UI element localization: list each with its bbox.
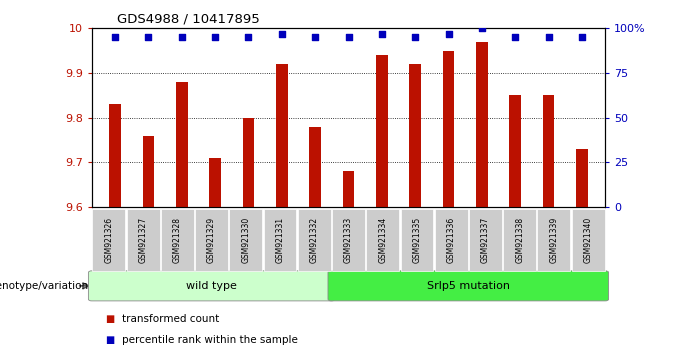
Point [343, 34, 354, 40]
Point [410, 34, 421, 40]
Point [577, 34, 588, 40]
Bar [409, 64, 421, 207]
Point [443, 31, 454, 36]
Point [243, 34, 254, 40]
Text: GSM921329: GSM921329 [207, 217, 216, 263]
Text: GSM921327: GSM921327 [139, 217, 148, 263]
Text: percentile rank within the sample: percentile rank within the sample [122, 335, 299, 345]
Bar [109, 104, 121, 207]
Point [209, 34, 220, 40]
Text: GSM921334: GSM921334 [378, 217, 387, 263]
Text: GSM921326: GSM921326 [105, 217, 114, 263]
Point [176, 34, 187, 40]
Point [309, 34, 320, 40]
Point [510, 34, 521, 40]
Point [543, 34, 554, 40]
Text: ■: ■ [105, 335, 115, 345]
Text: genotype/variation: genotype/variation [0, 281, 88, 291]
Bar [243, 118, 254, 207]
Bar [309, 127, 321, 207]
Point [377, 31, 388, 36]
Text: GSM921330: GSM921330 [241, 217, 250, 263]
Bar [509, 95, 521, 207]
Bar [209, 158, 221, 207]
Bar [376, 55, 388, 207]
Point [477, 25, 488, 31]
Text: GDS4988 / 10417895: GDS4988 / 10417895 [118, 13, 260, 26]
Text: transformed count: transformed count [122, 314, 220, 324]
Point [109, 34, 120, 40]
Bar [576, 149, 588, 207]
Bar [176, 82, 188, 207]
Bar [543, 95, 554, 207]
Bar [443, 51, 454, 207]
Text: GSM921339: GSM921339 [549, 217, 558, 263]
Bar [343, 171, 354, 207]
Text: GSM921337: GSM921337 [481, 217, 490, 263]
Bar [143, 136, 154, 207]
Text: Srlp5 mutation: Srlp5 mutation [427, 281, 510, 291]
Text: GSM921340: GSM921340 [583, 217, 592, 263]
Text: GSM921328: GSM921328 [173, 217, 182, 263]
Text: GSM921336: GSM921336 [447, 217, 456, 263]
Text: GSM921335: GSM921335 [413, 217, 422, 263]
Point [276, 31, 287, 36]
Bar [276, 64, 288, 207]
Text: GSM921333: GSM921333 [344, 217, 353, 263]
Text: ■: ■ [105, 314, 115, 324]
Text: GSM921338: GSM921338 [515, 217, 524, 263]
Point [143, 34, 154, 40]
Text: GSM921332: GSM921332 [310, 217, 319, 263]
Bar [476, 42, 488, 207]
Text: GSM921331: GSM921331 [275, 217, 284, 263]
Text: wild type: wild type [186, 281, 237, 291]
